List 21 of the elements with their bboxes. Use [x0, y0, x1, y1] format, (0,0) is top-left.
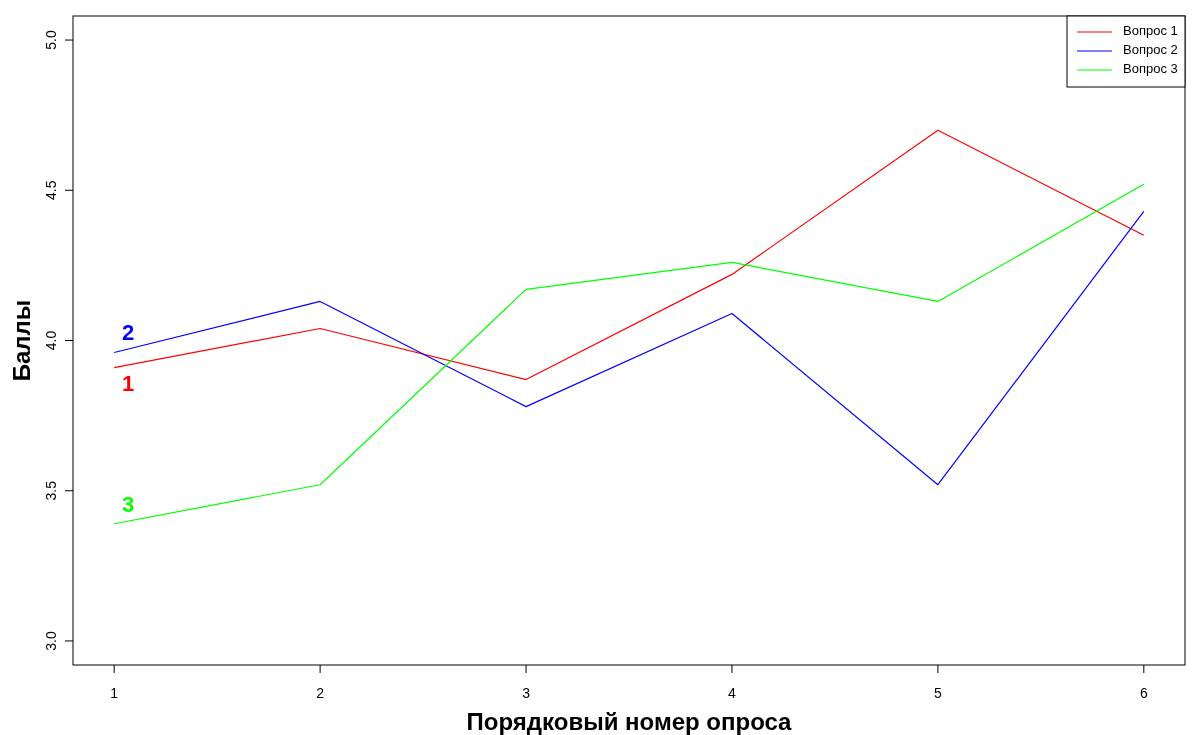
- x-tick-label: 6: [1139, 685, 1148, 701]
- x-axis-title: Порядковый номер опроса: [466, 708, 793, 735]
- x-tick-label: 3: [522, 685, 531, 701]
- legend-label: Вопрос 1: [1123, 23, 1178, 39]
- line-series: [113, 210, 1145, 486]
- x-tick-label: 5: [933, 685, 942, 701]
- x-tick-label: 2: [316, 685, 325, 701]
- legend-label: Вопрос 2: [1123, 42, 1178, 58]
- y-tick-label: 4.5: [43, 180, 59, 200]
- x-tick-label: 4: [728, 685, 737, 701]
- legend-label: Вопрос 3: [1123, 61, 1178, 77]
- annotation: 3: [122, 491, 135, 517]
- y-tick-label: 4.0: [43, 330, 59, 351]
- y-tick-label: 3.0: [43, 631, 59, 651]
- x-tick-label: 1: [110, 685, 119, 701]
- line-series: [113, 183, 1145, 525]
- y-tick-label: 5.0: [43, 30, 59, 50]
- annotation: 2: [122, 320, 135, 346]
- y-axis-title: Баллы: [8, 299, 35, 382]
- y-tick-label: 3.5: [43, 480, 59, 501]
- annotation: 1: [122, 371, 135, 397]
